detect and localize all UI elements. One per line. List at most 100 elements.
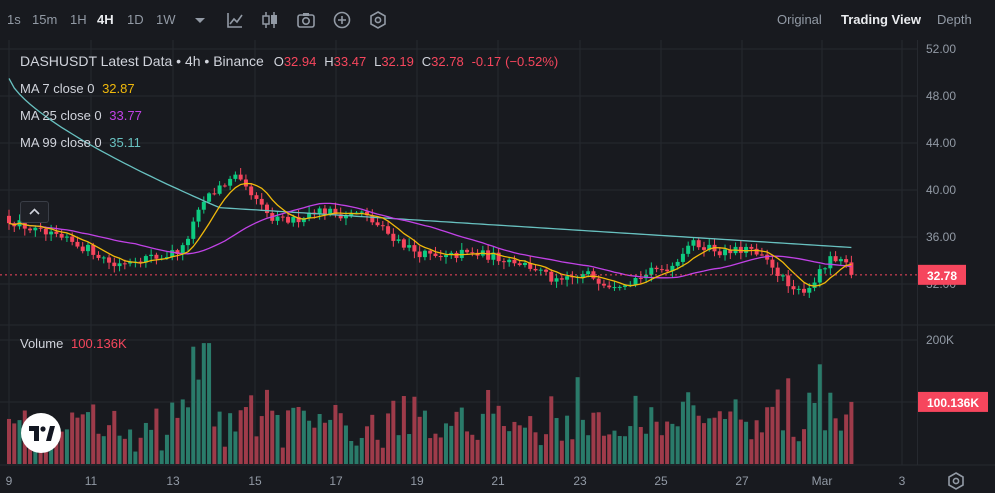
volume-bar [796,441,801,464]
view-trading-view[interactable]: Trading View [841,12,921,27]
chart-settings-icon[interactable] [946,471,966,491]
volume-bar [675,426,680,464]
candle-body [70,236,75,242]
volume-bar [217,411,222,464]
volume-bar [707,418,712,464]
candle-body [828,256,833,269]
timeframe-4h[interactable]: 4H [97,12,114,27]
volume-bar [522,427,527,464]
price-chart[interactable]: 32.0036.0040.0044.0048.0052.00200K911131… [0,40,995,493]
volume-bar [644,433,649,464]
settings-hex-icon[interactable] [368,10,388,30]
volume-bar [728,411,733,464]
candle-body [333,208,338,215]
candle-body [775,267,780,276]
volume-bar [170,402,175,464]
volume-tick-label: 200K [926,333,954,347]
volume-bar [133,451,138,464]
volume-bar [759,432,764,464]
volume-bar [328,419,333,464]
candle-body [254,195,259,199]
collapse-legend-button[interactable] [20,201,49,223]
volume-bar [122,438,127,464]
chart-type-icon[interactable] [260,10,280,30]
candle-body [170,250,175,258]
indicators-icon[interactable] [225,10,245,30]
camera-icon[interactable] [296,10,316,30]
volume-bar [138,437,143,464]
volume-bar [49,440,54,464]
candle-body [301,218,306,223]
candle-body [565,276,570,280]
volume-bar [512,421,517,464]
candle-body [191,221,196,239]
volume-bar [54,441,59,464]
last-volume-badge [918,391,988,412]
candle-body [322,208,327,215]
candle-body [459,249,464,258]
volume-bar [422,410,427,464]
volume-bar [307,420,312,464]
legend-open: 32.94 [283,54,317,69]
tradingview-logo-icon[interactable] [21,413,61,453]
time-tick-label: Mar [812,474,833,488]
candle-body [38,227,43,229]
candle-body [744,246,749,253]
timeframe-1d[interactable]: 1D [127,12,144,27]
volume-bar [128,429,133,464]
candle-body [833,256,838,262]
candle-body [691,240,696,246]
volume-bar [301,410,306,464]
candle-body [707,244,712,250]
volume-bar [459,407,464,464]
volume-bar [696,415,701,464]
volume-bar [212,426,217,464]
candle-body [580,274,585,278]
view-original[interactable]: Original [777,12,822,27]
chevron-down-icon[interactable] [190,10,210,30]
volume-bar [17,420,22,464]
chart-canvas[interactable]: 32.0036.0040.0044.0048.0052.00200K911131… [0,40,995,493]
volume-bar [12,423,17,464]
candle-body [522,262,527,266]
timeframe-15m[interactable]: 15m [32,12,58,27]
volume-bar [780,430,785,464]
volume-bar [517,425,522,464]
candle-body [85,244,90,252]
candle-body [802,288,807,293]
volume-bar [407,434,412,464]
candle-body [138,261,143,263]
candle-body [96,254,101,258]
volume-bar [649,407,654,464]
add-icon[interactable] [332,10,352,30]
volume-bar [222,446,227,464]
volume-bar [475,439,480,464]
volume-bar [844,414,849,464]
candle-body [644,274,649,279]
timeframe-1s[interactable]: 1s [7,12,21,27]
volume-bar [554,418,559,464]
candle-body [7,215,11,224]
candle-body [338,214,343,219]
volume-bar [370,414,375,464]
time-tick-label: 17 [329,474,343,488]
time-tick-label: 27 [735,474,749,488]
candle-body [528,262,533,269]
candle-body [33,227,38,231]
volume-bar [238,410,243,464]
volume-bar [744,421,749,464]
view-depth[interactable]: Depth [937,12,972,27]
volume-bar [565,415,570,464]
volume-bar [686,392,691,464]
candle-body [396,239,401,241]
volume-bar [322,422,327,464]
timeframe-1w[interactable]: 1W [156,12,176,27]
volume-bar [101,436,106,464]
volume-bar [544,434,549,464]
candle-body [201,201,206,210]
candle-body [122,263,127,265]
timeframe-1h[interactable]: 1H [70,12,87,27]
volume-bar [665,421,670,464]
candle-body [749,246,754,249]
candle-body [349,213,354,216]
